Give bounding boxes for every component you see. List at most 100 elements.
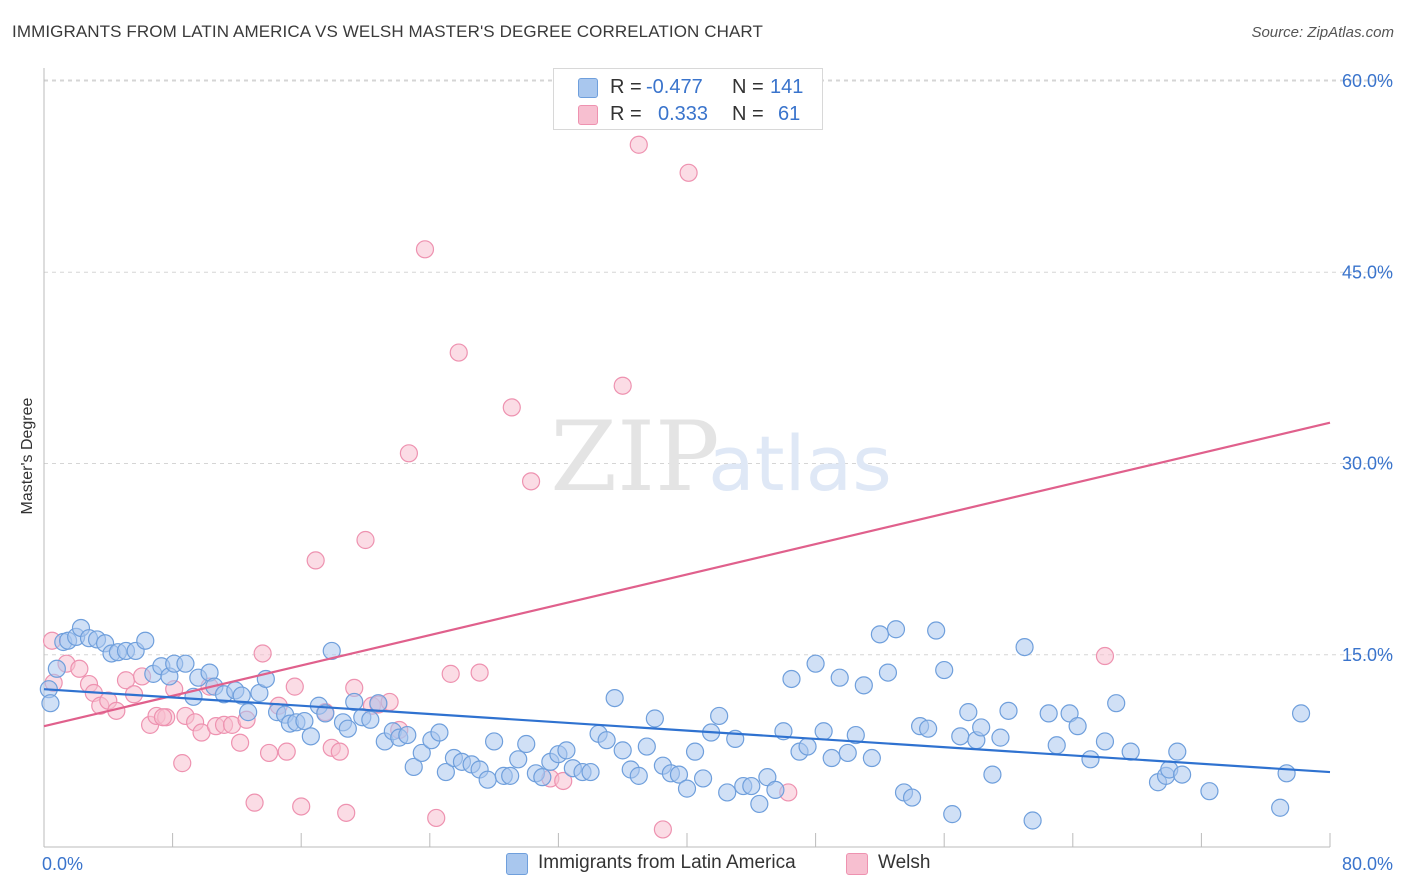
data-point bbox=[1277, 764, 1296, 783]
legend-row-pink: R = 0.333 N = 61 bbox=[554, 101, 822, 127]
data-point bbox=[521, 472, 541, 491]
data-point bbox=[629, 135, 648, 154]
legend-swatch-blue bbox=[578, 78, 598, 98]
data-point bbox=[669, 765, 689, 784]
data-point bbox=[886, 620, 906, 639]
data-point bbox=[322, 641, 341, 661]
data-point bbox=[1200, 782, 1219, 801]
trend-lines bbox=[43, 421, 1331, 774]
data-point bbox=[927, 621, 946, 640]
data-point bbox=[1068, 717, 1087, 736]
data-point bbox=[345, 692, 364, 712]
data-point bbox=[854, 676, 873, 695]
data-point bbox=[798, 737, 817, 756]
y-tick-label: 30.0% bbox=[1342, 454, 1393, 474]
trend-line-latin-america bbox=[43, 688, 1331, 774]
legend-pink-n: 61 bbox=[778, 103, 801, 125]
data-point bbox=[285, 677, 304, 696]
data-point bbox=[637, 737, 656, 756]
data-point bbox=[919, 719, 938, 738]
data-point bbox=[427, 808, 446, 828]
data-point bbox=[806, 654, 825, 673]
data-point bbox=[245, 793, 264, 812]
data-point bbox=[679, 163, 698, 182]
data-point bbox=[959, 703, 978, 722]
data-point bbox=[846, 725, 865, 745]
data-point bbox=[478, 770, 497, 789]
data-point bbox=[862, 748, 881, 768]
data-point bbox=[1291, 704, 1311, 723]
data-point bbox=[972, 718, 991, 737]
data-point bbox=[173, 754, 192, 773]
y-tick-label: 60.0% bbox=[1342, 71, 1393, 91]
data-point bbox=[766, 780, 785, 800]
data-point bbox=[1039, 704, 1058, 723]
legend-n-label: N = bbox=[732, 103, 764, 125]
data-point bbox=[677, 779, 697, 798]
data-point bbox=[935, 660, 954, 680]
legend-blue-n: 141 bbox=[770, 76, 804, 98]
data-point bbox=[645, 709, 664, 728]
data-point bbox=[983, 765, 1002, 784]
legend-row-blue: R = -0.477 N = 141 bbox=[554, 74, 822, 100]
data-point bbox=[1271, 798, 1290, 817]
latin-america-points bbox=[39, 618, 1311, 830]
data-point bbox=[653, 820, 672, 839]
data-point bbox=[750, 794, 769, 814]
data-point bbox=[554, 771, 573, 791]
trend-line-welsh bbox=[43, 421, 1331, 728]
gridlines bbox=[44, 79, 1392, 656]
y-tick-labels: 15.0% 30.0% 45.0% 60.0% bbox=[1342, 71, 1393, 665]
x-tick-labels: 0.0% 80.0% bbox=[42, 854, 1393, 874]
bottom-label-pink: Welsh bbox=[878, 852, 931, 873]
data-point bbox=[153, 708, 173, 727]
data-point bbox=[685, 742, 705, 761]
data-point bbox=[47, 659, 66, 678]
data-point bbox=[581, 762, 600, 782]
data-point bbox=[557, 741, 576, 760]
data-point bbox=[404, 757, 423, 777]
data-point bbox=[449, 343, 468, 362]
y-tick-label: 45.0% bbox=[1342, 262, 1393, 282]
bottom-swatch-blue bbox=[506, 853, 528, 875]
chart-title: IMMIGRANTS FROM LATIN AMERICA VS WELSH M… bbox=[12, 22, 763, 41]
data-point bbox=[415, 240, 435, 259]
data-point bbox=[501, 766, 520, 785]
data-point bbox=[441, 664, 460, 683]
correlation-legend: R = -0.477 N = 141 R = 0.333 N = 61 bbox=[553, 68, 823, 130]
data-point bbox=[814, 722, 833, 741]
data-point bbox=[330, 742, 349, 761]
data-point bbox=[1015, 637, 1034, 657]
data-point bbox=[509, 750, 528, 769]
data-point bbox=[361, 710, 380, 729]
legend-swatch-pink bbox=[578, 105, 598, 125]
data-point bbox=[337, 803, 356, 822]
data-point bbox=[1023, 811, 1042, 830]
data-point bbox=[41, 694, 60, 713]
data-point bbox=[436, 762, 455, 782]
data-point bbox=[398, 725, 417, 745]
data-point bbox=[1095, 732, 1115, 751]
legend-blue-r: -0.477 bbox=[646, 76, 703, 98]
data-point bbox=[1095, 646, 1115, 666]
data-point bbox=[517, 734, 536, 754]
watermark-atlas: atlas bbox=[708, 419, 892, 508]
data-point bbox=[605, 688, 624, 708]
data-point bbox=[991, 728, 1010, 747]
data-point bbox=[430, 723, 449, 742]
data-point bbox=[710, 706, 729, 726]
data-point bbox=[742, 776, 761, 796]
data-point bbox=[399, 444, 419, 463]
data-point bbox=[356, 530, 375, 550]
data-point bbox=[613, 376, 632, 395]
data-point bbox=[176, 654, 195, 673]
source-label: Source: ZipAtlas.com bbox=[1251, 24, 1394, 41]
data-point bbox=[1168, 742, 1187, 761]
data-point bbox=[870, 625, 890, 644]
data-point bbox=[1121, 742, 1140, 761]
data-point bbox=[533, 768, 552, 787]
legend-pink-r: 0.333 bbox=[658, 103, 709, 125]
bottom-label-blue: Immigrants from Latin America bbox=[538, 852, 796, 873]
data-point bbox=[718, 783, 737, 802]
